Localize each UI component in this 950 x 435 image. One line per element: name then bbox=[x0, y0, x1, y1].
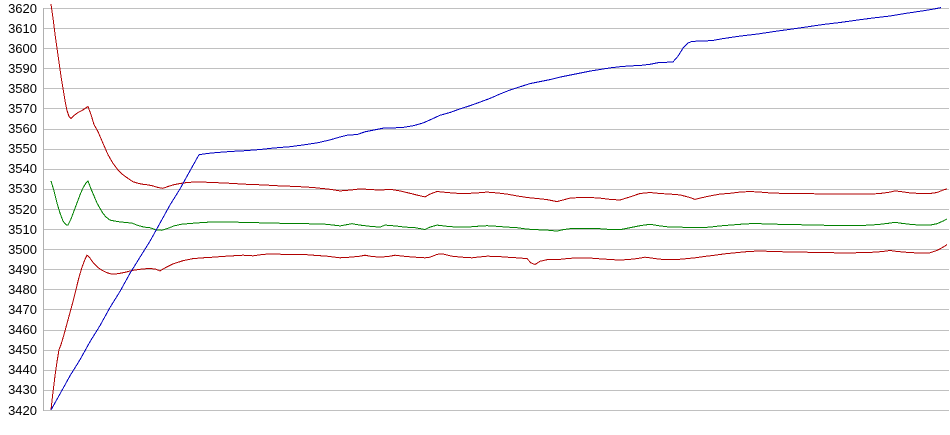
y-tick-label: 3490 bbox=[8, 261, 37, 277]
y-tick-label: 3440 bbox=[8, 362, 37, 378]
series-blue-rising-line bbox=[50, 7, 942, 411]
y-tick-label: 3430 bbox=[8, 382, 37, 398]
y-tick-label: 3520 bbox=[8, 201, 37, 217]
y-tick-label: 3600 bbox=[8, 40, 37, 56]
series-green-mid-line bbox=[50, 180, 948, 232]
y-tick-label: 3620 bbox=[8, 0, 37, 16]
y-tick-label: 3540 bbox=[8, 161, 37, 177]
y-tick-label: 3580 bbox=[8, 80, 37, 96]
series-upper-red-band bbox=[50, 3, 948, 203]
y-tick-label: 3570 bbox=[8, 101, 37, 116]
y-tick-label: 3450 bbox=[8, 342, 37, 358]
y-tick-label: 3470 bbox=[8, 302, 37, 317]
y-tick-label: 3590 bbox=[8, 60, 37, 76]
series-lower-red-band bbox=[50, 244, 948, 411]
y-tick-label: 3420 bbox=[8, 402, 37, 418]
y-tick-label: 3560 bbox=[8, 121, 37, 137]
y-tick-label: 3500 bbox=[8, 241, 37, 257]
y-tick-label: 3550 bbox=[8, 141, 37, 157]
y-tick-label: 3530 bbox=[8, 181, 37, 197]
y-tick-label: 3480 bbox=[8, 281, 37, 297]
y-tick-label: 3460 bbox=[8, 322, 37, 338]
y-tick-label: 3610 bbox=[8, 20, 37, 36]
y-tick-label: 3510 bbox=[8, 221, 37, 237]
